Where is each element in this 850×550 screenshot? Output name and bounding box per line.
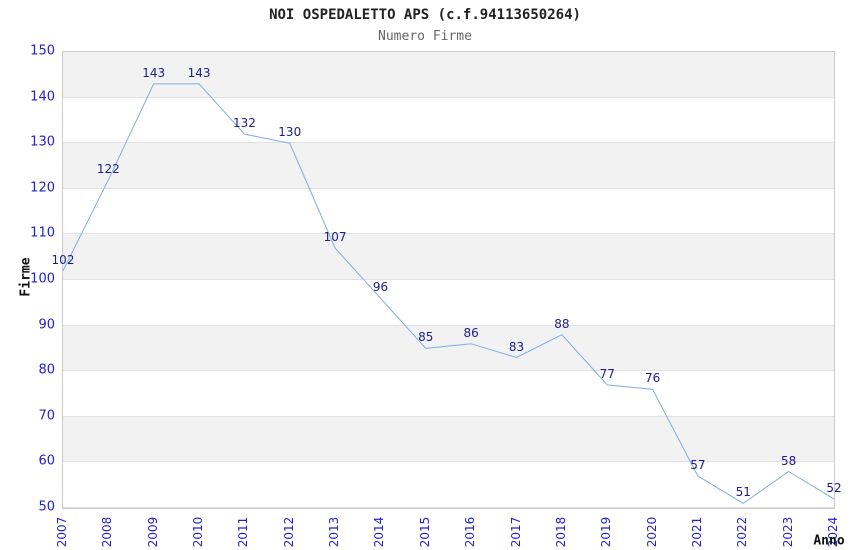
y-tick-label: 140 (30, 89, 55, 105)
y-tick-label: 130 (30, 134, 55, 150)
x-tick-label: 2008 (100, 516, 115, 548)
plot-band (63, 189, 834, 235)
y-tick-label: 80 (38, 362, 55, 378)
x-tick-label: 2016 (463, 516, 478, 548)
data-point-label: 130 (278, 125, 302, 140)
x-tick-label: 2007 (55, 516, 69, 548)
x-axis-title: Anno (813, 533, 845, 549)
x-tick-label: 2022 (735, 516, 750, 548)
y-tick-label: 90 (38, 317, 55, 333)
plot-band (63, 462, 834, 508)
data-point-label: 77 (599, 366, 615, 381)
data-point-label: 76 (644, 371, 661, 386)
data-point-label: 143 (187, 65, 211, 80)
x-tick-label: 2018 (553, 516, 568, 548)
data-point-label: 85 (418, 330, 434, 345)
data-point-label: 58 (781, 453, 797, 468)
x-tick-label: 2023 (780, 516, 795, 548)
line-series (62, 83, 835, 504)
data-point-label: 51 (735, 485, 751, 500)
plot-band (63, 416, 834, 463)
x-tick-label: 2021 (689, 516, 704, 548)
plot-area: 102 122 143 143 132 130 107 96 85 86 83 88 77 76 57 51 5… (52, 51, 842, 509)
data-point-label: 132 (232, 116, 256, 131)
plot-band (63, 52, 834, 98)
y-tick-label: 50 (38, 499, 55, 515)
x-tick-label: 2011 (236, 516, 251, 548)
x-tick-label: 2012 (281, 516, 296, 548)
plot-band (63, 371, 834, 417)
x-tick-label: 2014 (372, 516, 387, 548)
plot-band (63, 98, 834, 144)
data-point-label: 122 (96, 161, 120, 176)
x-tick-label: 2010 (191, 516, 206, 548)
data-point-label: 88 (554, 316, 570, 331)
y-tick-label: 70 (38, 408, 55, 424)
y-tick-label: 120 (30, 180, 55, 196)
plot-band (63, 325, 834, 372)
line-series-svg (62, 83, 835, 504)
y-tick-label: 100 (30, 271, 55, 287)
data-point-label: 96 (372, 280, 389, 295)
plot-band (63, 280, 834, 326)
x-tick-label: 2009 (145, 516, 160, 548)
data-point-label: 107 (323, 230, 347, 245)
y-tick-label: 150 (30, 43, 55, 59)
y-tick-label: 110 (30, 225, 55, 241)
x-tick-label: 2015 (417, 516, 432, 548)
data-point-label: 102 (51, 252, 75, 267)
x-tick-label: 2020 (644, 516, 659, 548)
data-point-label: 86 (463, 325, 479, 340)
plot-band (63, 234, 834, 280)
x-tick-label: 2013 (327, 516, 342, 548)
plot-band (63, 143, 834, 189)
y-tick-label: 60 (38, 453, 55, 469)
data-point-label: 83 (508, 339, 525, 354)
data-point-label: 57 (690, 458, 706, 473)
chart-title: NOI OSPEDALETTO APS (c.f.94113650264) (269, 7, 581, 23)
data-point-label: 52 (826, 480, 842, 495)
x-tick-label: 2017 (508, 516, 523, 548)
chart-subtitle: Numero Firme (378, 29, 472, 44)
data-point-label: 143 (142, 65, 166, 80)
x-tick-label: 2019 (599, 516, 614, 548)
